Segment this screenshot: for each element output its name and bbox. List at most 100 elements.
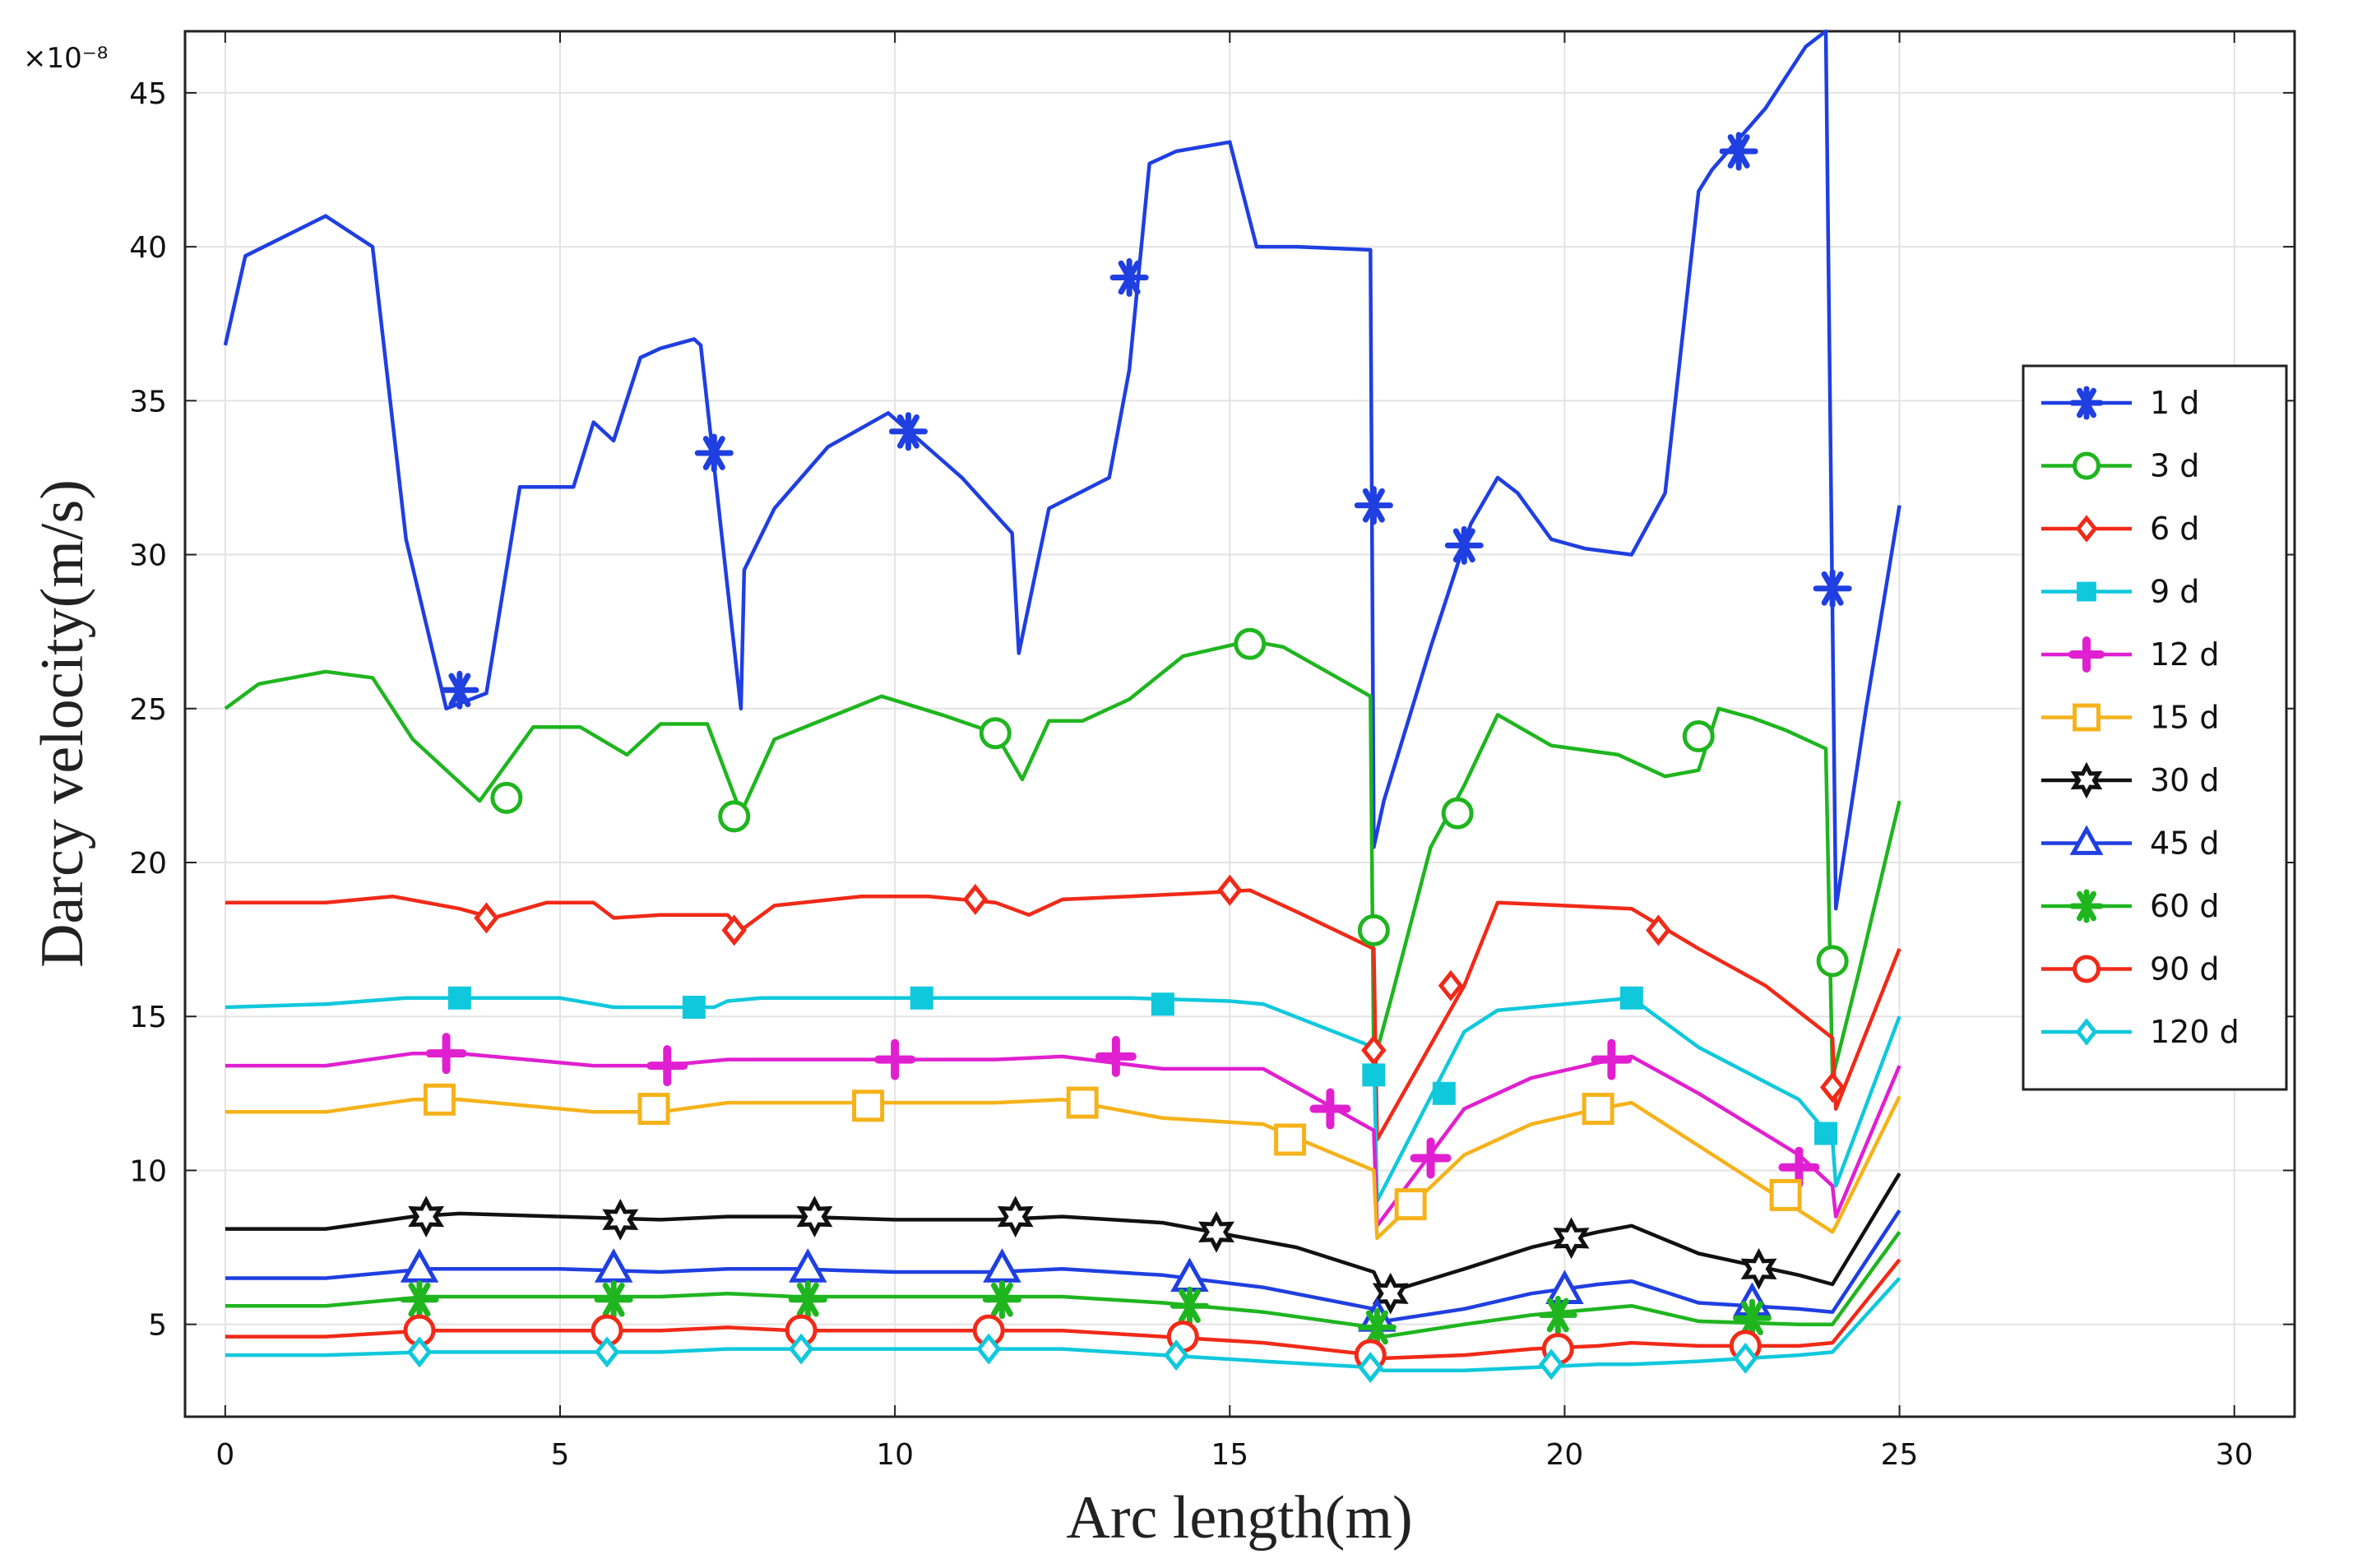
legend-entry: 1 d	[2041, 385, 2199, 421]
data-point-marker	[1170, 1286, 1209, 1325]
data-point-marker	[1274, 1123, 1307, 1156]
data-point-marker	[1732, 1298, 1772, 1338]
y-tick-label: 10	[129, 1154, 167, 1188]
series-line-45d	[225, 1209, 1901, 1324]
data-point-marker	[979, 717, 1012, 750]
data-point-marker	[1813, 569, 1852, 608]
data-point-marker	[1646, 914, 1671, 946]
x-tick-label: 25	[1881, 1438, 1919, 1472]
data-point-marker	[646, 1045, 688, 1087]
legend: 1 d 3 d 6 d 9 d 12 d 15 d 30 d 45 d 60 d 90 d 120 …	[2022, 364, 2288, 1091]
x-tick-label: 10	[876, 1438, 914, 1472]
data-point-marker	[400, 1248, 439, 1283]
data-point-marker	[796, 1196, 833, 1237]
legend-entry: 60 d	[2041, 888, 2220, 924]
legend-entry: 15 d	[2041, 700, 2220, 736]
legend-marker	[2073, 703, 2101, 732]
data-point-marker	[1441, 797, 1474, 830]
data-point-marker	[997, 1196, 1034, 1237]
data-point-marker	[423, 1083, 456, 1116]
y-tick-label: 45	[129, 77, 167, 111]
data-point-marker	[962, 883, 989, 915]
data-point-marker	[1394, 1188, 1427, 1221]
legend-entry: 6 d	[2041, 511, 2199, 547]
data-point-marker	[694, 433, 734, 473]
legend-entry: 9 d	[2041, 574, 2199, 610]
data-point-marker	[1410, 1137, 1452, 1179]
x-axis-title: Arc length(m)	[1066, 1484, 1412, 1552]
legend-marker	[2075, 515, 2098, 543]
data-point-marker	[1362, 1063, 1386, 1087]
legend-marker	[2069, 825, 2104, 855]
data-point-marker	[874, 1038, 916, 1080]
series-line-15d	[225, 1095, 1901, 1241]
legend-label: 9 d	[2150, 574, 2199, 610]
legend-label: 30 d	[2150, 762, 2220, 798]
data-point-marker	[888, 412, 928, 451]
legend-label: 12 d	[2150, 636, 2220, 673]
data-point-marker	[440, 670, 479, 710]
data-point-marker	[400, 1280, 439, 1320]
series-line-30d	[225, 1173, 1901, 1296]
grid-lines	[185, 31, 2295, 1417]
plot-area-frame	[183, 30, 2296, 1418]
legend-label: 1 d	[2150, 385, 2199, 421]
data-point-marker	[447, 986, 471, 1010]
data-point-marker	[1444, 525, 1484, 565]
x-tick-label: 0	[215, 1438, 234, 1472]
x-tick-label: 15	[1211, 1438, 1248, 1472]
data-point-marker	[682, 995, 706, 1019]
legend-entry: 3 d	[2041, 448, 2199, 484]
data-point-marker	[1438, 969, 1464, 1001]
y-tick-label: 25	[129, 693, 167, 727]
data-point-marker	[983, 1248, 1021, 1283]
x-tick-label: 20	[1546, 1438, 1584, 1472]
data-point-marker	[408, 1196, 445, 1237]
y-exponent-label: ×10⁻⁸	[23, 42, 108, 75]
legend-marker	[2077, 581, 2096, 602]
data-point-marker	[1582, 1093, 1614, 1126]
data-point-marker	[1354, 486, 1393, 525]
y-tick-label: 5	[148, 1309, 167, 1343]
data-point-marker	[1217, 874, 1243, 906]
legend-marker	[2068, 636, 2105, 673]
legend-marker	[2075, 1018, 2098, 1046]
y-axis-title: Darcy velocity(m/s)	[29, 479, 96, 968]
data-point-marker	[474, 902, 499, 934]
data-point-marker	[1819, 1071, 1846, 1103]
data-point-marker	[1733, 1342, 1758, 1374]
data-point-marker	[425, 1033, 467, 1075]
legend-label: 15 d	[2150, 700, 2220, 736]
legend-marker	[2070, 761, 2103, 799]
data-point-marker	[1719, 132, 1758, 171]
data-point-marker	[788, 1333, 814, 1365]
data-point-marker	[1151, 992, 1174, 1016]
data-point-marker	[1591, 1038, 1633, 1080]
legend-marker	[2073, 955, 2101, 983]
legend-label: 3 d	[2150, 448, 2199, 484]
legend-entry: 120 d	[2041, 1014, 2240, 1050]
data-point-marker	[910, 986, 933, 1010]
series-line-1d	[223, 29, 1901, 911]
data-point-marker	[1682, 719, 1715, 752]
legend-entry: 90 d	[2041, 951, 2220, 988]
data-point-marker	[1740, 1247, 1777, 1290]
data-point-marker	[594, 1248, 633, 1283]
legend-marker	[2073, 451, 2101, 480]
data-point-marker	[982, 1280, 1021, 1320]
legend-label: 120 d	[2150, 1014, 2240, 1050]
series-line-12d	[225, 1051, 1901, 1228]
legend-marker	[2069, 386, 2104, 420]
data-point-marker	[1357, 914, 1390, 946]
data-point-marker	[721, 914, 747, 946]
data-point-marker	[1309, 1088, 1351, 1130]
y-tick-label: 15	[129, 1001, 167, 1034]
data-point-marker	[1163, 1339, 1189, 1371]
data-point-marker	[490, 781, 523, 814]
data-point-marker	[1234, 627, 1267, 660]
data-point-marker	[406, 1336, 433, 1368]
legend-label: 60 d	[2150, 888, 2220, 924]
data-point-marker	[1095, 1035, 1137, 1077]
data-point-marker	[1432, 1081, 1456, 1105]
